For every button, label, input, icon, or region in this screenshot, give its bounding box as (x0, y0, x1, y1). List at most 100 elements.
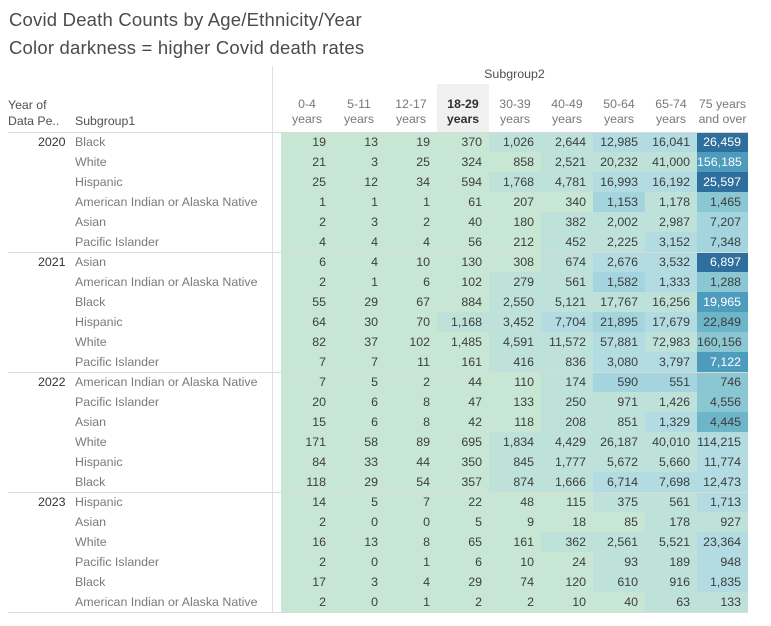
subgroup1-label[interactable]: American Indian or Alaska Native (75, 595, 258, 609)
data-cell[interactable]: 6 (385, 272, 437, 292)
data-cell[interactable]: 6 (437, 552, 489, 572)
subgroup1-label[interactable]: Hispanic (75, 175, 123, 189)
data-cell[interactable]: 0 (333, 592, 385, 612)
data-cell[interactable]: 178 (645, 512, 697, 532)
data-cell[interactable]: 180 (489, 212, 541, 232)
data-cell[interactable]: 102 (437, 272, 489, 292)
column-header-75-years[interactable]: 75 years and over (698, 97, 747, 126)
data-cell[interactable]: 674 (541, 252, 593, 272)
data-cell[interactable]: 884 (437, 292, 489, 312)
data-cell[interactable]: 34 (385, 172, 437, 192)
data-cell[interactable]: 7,698 (645, 472, 697, 492)
data-cell[interactable]: 10 (489, 552, 541, 572)
subgroup1-label[interactable]: Pacific Islander (75, 235, 160, 249)
data-cell[interactable]: 14 (281, 492, 333, 512)
data-cell[interactable]: 2,987 (645, 212, 697, 232)
data-cell[interactable]: 57,881 (593, 332, 645, 352)
data-cell[interactable]: 161 (437, 352, 489, 372)
data-cell[interactable]: 40,010 (645, 432, 697, 452)
subgroup1-label[interactable]: Asian (75, 215, 106, 229)
data-cell[interactable]: 174 (541, 372, 593, 392)
data-cell[interactable]: 7,207 (697, 212, 748, 232)
data-cell[interactable]: 1,026 (489, 132, 541, 152)
data-cell[interactable]: 2 (281, 592, 333, 612)
data-cell[interactable]: 37 (333, 332, 385, 352)
data-cell[interactable]: 130 (437, 252, 489, 272)
data-cell[interactable]: 916 (645, 572, 697, 592)
data-cell[interactable]: 561 (541, 272, 593, 292)
data-cell[interactable]: 3 (333, 212, 385, 232)
data-cell[interactable]: 160,156 (697, 332, 748, 352)
data-cell[interactable]: 590 (593, 372, 645, 392)
data-cell[interactable]: 6 (333, 412, 385, 432)
data-cell[interactable]: 551 (645, 372, 697, 392)
data-cell[interactable]: 54 (385, 472, 437, 492)
year-label[interactable]: 2020 (38, 135, 66, 149)
data-cell[interactable]: 1,168 (437, 312, 489, 332)
data-cell[interactable]: 18 (541, 512, 593, 532)
subgroup1-label[interactable]: Pacific Islander (75, 395, 160, 409)
data-cell[interactable]: 1,666 (541, 472, 593, 492)
data-cell[interactable]: 0 (385, 512, 437, 532)
data-cell[interactable]: 115 (541, 492, 593, 512)
data-cell[interactable]: 16,256 (645, 292, 697, 312)
data-cell[interactable]: 29 (437, 572, 489, 592)
subgroup1-label[interactable]: American Indian or Alaska Native (75, 195, 258, 209)
data-cell[interactable]: 357 (437, 472, 489, 492)
subgroup1-label[interactable]: Pacific Islander (75, 555, 160, 569)
column-header-65-74[interactable]: 65-74 years (655, 97, 687, 126)
data-cell[interactable]: 12,985 (593, 132, 645, 152)
data-cell[interactable]: 851 (593, 412, 645, 432)
data-cell[interactable]: 948 (697, 552, 748, 572)
data-cell[interactable]: 1,777 (541, 452, 593, 472)
data-cell[interactable]: 2 (385, 372, 437, 392)
data-cell[interactable]: 19 (385, 132, 437, 152)
data-cell[interactable]: 2 (489, 592, 541, 612)
data-cell[interactable]: 1 (333, 192, 385, 212)
subgroup1-label[interactable]: Black (75, 575, 106, 589)
data-cell[interactable]: 308 (489, 252, 541, 272)
data-cell[interactable]: 1,333 (645, 272, 697, 292)
subgroup1-label[interactable]: Asian (75, 515, 106, 529)
data-cell[interactable]: 324 (437, 152, 489, 172)
data-cell[interactable]: 874 (489, 472, 541, 492)
data-cell[interactable]: 2,676 (593, 252, 645, 272)
data-cell[interactable]: 6 (281, 252, 333, 272)
data-cell[interactable]: 171 (281, 432, 333, 452)
data-cell[interactable]: 11,774 (697, 452, 748, 472)
data-cell[interactable]: 85 (593, 512, 645, 532)
data-cell[interactable]: 17,679 (645, 312, 697, 332)
data-cell[interactable]: 21 (281, 152, 333, 172)
data-cell[interactable]: 212 (489, 232, 541, 252)
data-cell[interactable]: 971 (593, 392, 645, 412)
year-label[interactable]: 2021 (38, 255, 66, 269)
subgroup1-label[interactable]: Asian (75, 415, 106, 429)
data-cell[interactable]: 63 (645, 592, 697, 612)
data-cell[interactable]: 26,459 (697, 132, 748, 152)
data-cell[interactable]: 20 (281, 392, 333, 412)
data-cell[interactable]: 2 (281, 552, 333, 572)
data-cell[interactable]: 3,532 (645, 252, 697, 272)
data-cell[interactable]: 927 (697, 512, 748, 532)
data-cell[interactable]: 836 (541, 352, 593, 372)
column-header-0-4[interactable]: 0-4 years (291, 97, 323, 126)
data-cell[interactable]: 5,660 (645, 452, 697, 472)
data-cell[interactable]: 47 (437, 392, 489, 412)
data-cell[interactable]: 48 (489, 492, 541, 512)
subgroup1-label[interactable]: American Indian or Alaska Native (75, 375, 258, 389)
data-cell[interactable]: 340 (541, 192, 593, 212)
data-cell[interactable]: 1 (281, 192, 333, 212)
data-cell[interactable]: 0 (333, 552, 385, 572)
column-header-5-11[interactable]: 5-11 years (343, 97, 375, 126)
data-cell[interactable]: 40 (593, 592, 645, 612)
data-cell[interactable]: 26,187 (593, 432, 645, 452)
data-cell[interactable]: 12,473 (697, 472, 748, 492)
data-cell[interactable]: 25 (385, 152, 437, 172)
data-cell[interactable]: 5,121 (541, 292, 593, 312)
data-cell[interactable]: 207 (489, 192, 541, 212)
data-cell[interactable]: 61 (437, 192, 489, 212)
data-cell[interactable]: 5,521 (645, 532, 697, 552)
data-cell[interactable]: 19 (281, 132, 333, 152)
data-cell[interactable]: 21,895 (593, 312, 645, 332)
subgroup1-label[interactable]: White (75, 335, 107, 349)
